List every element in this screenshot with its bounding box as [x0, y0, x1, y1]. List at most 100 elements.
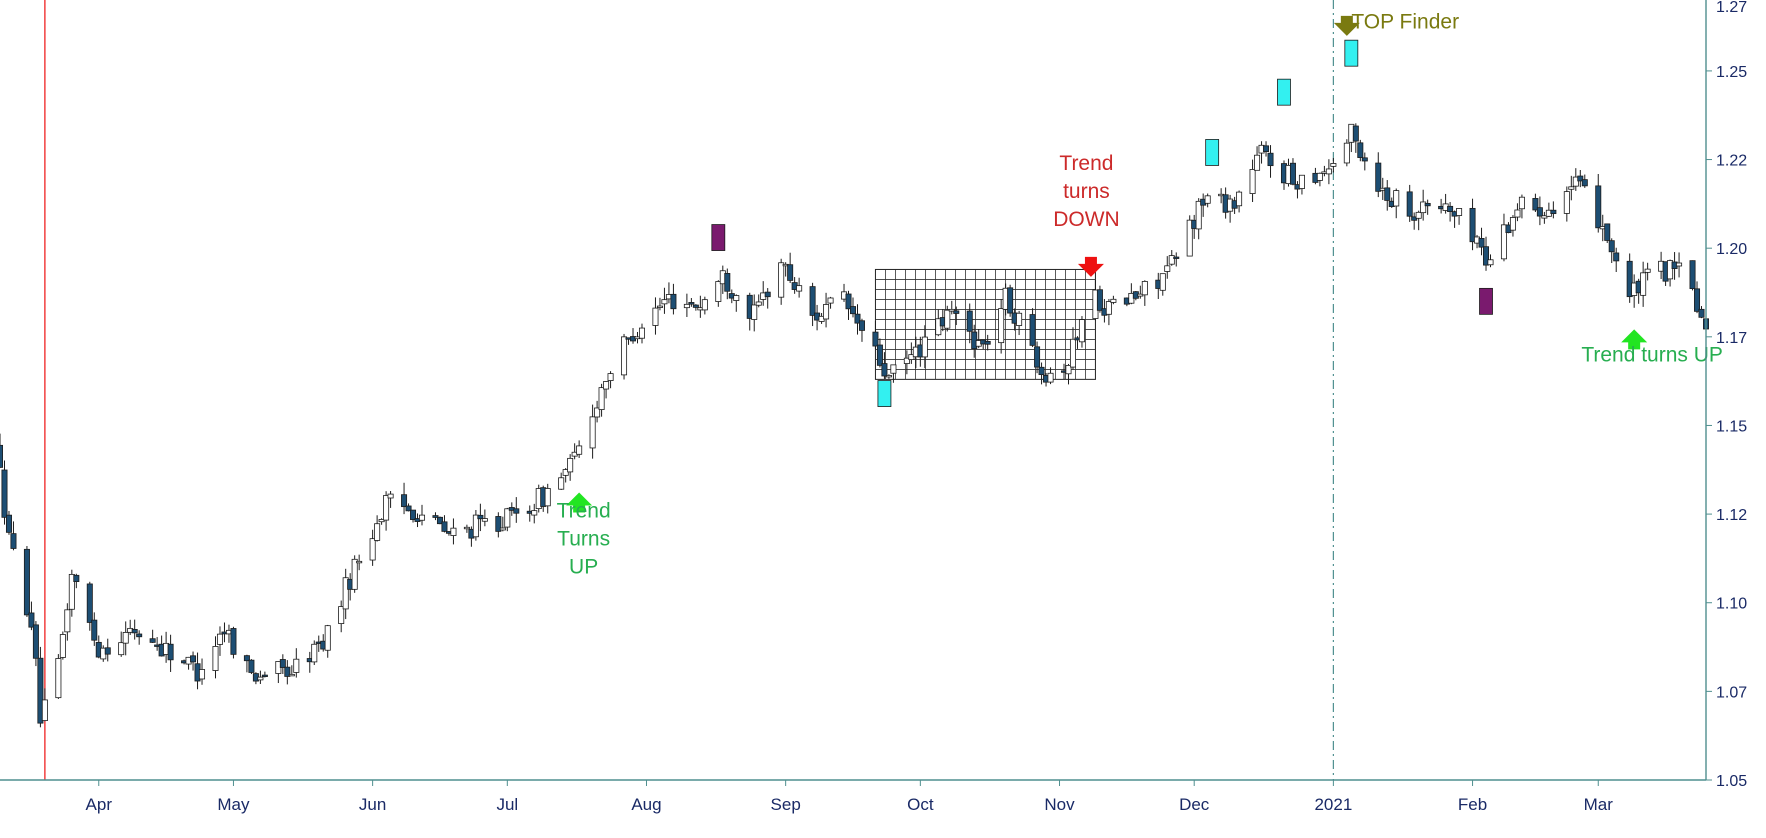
candle — [1159, 273, 1166, 296]
candle — [1289, 158, 1296, 186]
candle — [1568, 175, 1575, 201]
candle — [1563, 186, 1570, 222]
candle — [248, 659, 255, 675]
candle — [1195, 198, 1202, 240]
candle — [1038, 362, 1045, 385]
candle — [1667, 259, 1674, 287]
vertical-lines — [44, 0, 1334, 780]
candle — [499, 516, 506, 532]
candle — [809, 282, 816, 327]
candle — [419, 504, 426, 526]
candle — [1186, 215, 1193, 257]
candle — [607, 371, 614, 389]
cyan-signal-marker — [1277, 78, 1291, 106]
candle — [1375, 152, 1382, 198]
x-tick-label: May — [217, 795, 250, 814]
candle — [1316, 172, 1323, 187]
candle — [787, 252, 794, 284]
candle — [504, 507, 511, 532]
candle — [1613, 247, 1620, 273]
candle — [1141, 280, 1148, 306]
candle — [261, 671, 268, 678]
candle — [966, 303, 973, 344]
candle — [603, 381, 610, 399]
candle — [311, 640, 318, 666]
y-tick-label: 1.17 — [1716, 330, 1747, 347]
candle — [41, 688, 48, 722]
candle — [1204, 193, 1211, 208]
candle — [1330, 157, 1337, 173]
candle — [778, 258, 785, 305]
purple-signal-marker — [1479, 287, 1493, 315]
candle — [356, 554, 363, 571]
candle — [1456, 208, 1463, 225]
candle — [257, 670, 264, 684]
candle — [764, 288, 771, 309]
candle — [1406, 184, 1413, 222]
candle — [858, 318, 865, 342]
x-tick-label: Jun — [359, 795, 386, 814]
candle — [1487, 254, 1494, 268]
candle — [190, 651, 197, 671]
candle — [230, 626, 237, 659]
candle — [481, 509, 488, 527]
candle — [410, 509, 417, 523]
candle — [1604, 223, 1611, 243]
x-tick-label: Feb — [1458, 795, 1487, 814]
candle — [1518, 194, 1525, 219]
candle — [86, 581, 93, 631]
candle — [342, 568, 349, 620]
cyan-signal-marker — [877, 380, 892, 407]
candle — [850, 297, 857, 318]
candle — [944, 305, 951, 332]
candle — [692, 304, 699, 311]
candle — [953, 306, 960, 326]
candle — [374, 515, 381, 542]
candle — [984, 334, 991, 351]
candle — [55, 654, 62, 699]
candle — [670, 283, 677, 315]
candle — [1698, 306, 1705, 319]
candle — [131, 619, 138, 640]
candle — [10, 521, 17, 551]
candle — [73, 573, 80, 589]
candle — [1249, 159, 1256, 203]
candle — [598, 383, 605, 417]
candle — [715, 280, 722, 307]
candle — [567, 454, 574, 481]
candle — [751, 294, 758, 332]
candle — [1325, 159, 1332, 185]
candle — [1500, 213, 1507, 262]
candle — [845, 290, 852, 320]
candle — [64, 603, 71, 641]
annotation-text: Turns — [557, 528, 610, 551]
annotation-text: turns — [1063, 180, 1110, 203]
candle — [1694, 281, 1701, 314]
candle — [1236, 190, 1243, 213]
candle — [243, 654, 250, 673]
x-tick-label: Sep — [771, 795, 801, 814]
y-tick-label: 1.07 — [1716, 684, 1747, 701]
candles — [0, 123, 1710, 728]
candle — [1577, 169, 1584, 188]
candle — [1034, 341, 1041, 374]
candle — [122, 621, 129, 656]
candle — [872, 321, 879, 349]
candle — [401, 482, 408, 515]
y-tick-label: 1.15 — [1716, 418, 1747, 435]
candle — [279, 654, 286, 674]
y-tick-label: 1.25 — [1716, 64, 1747, 81]
x-tick-label: Nov — [1044, 795, 1075, 814]
candle — [1357, 139, 1364, 162]
candle — [1420, 189, 1427, 221]
candle — [216, 626, 223, 656]
candle — [921, 325, 928, 369]
axes: 1.05 1.07 1.10 1.12 1.15 1.17 1.20 1.22 1.25 1.27… — [0, 0, 1747, 814]
candle — [0, 433, 3, 468]
candle — [1689, 260, 1696, 291]
candle — [661, 287, 668, 314]
candle — [1352, 123, 1359, 153]
candle — [91, 612, 98, 646]
candle — [1164, 256, 1171, 279]
